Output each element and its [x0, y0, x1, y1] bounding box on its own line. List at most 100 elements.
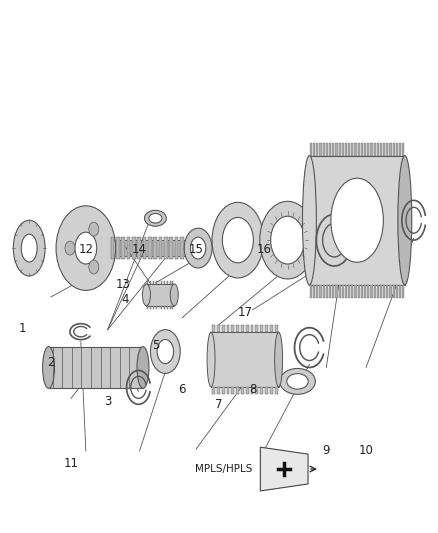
Bar	[377, 143, 379, 156]
Ellipse shape	[212, 203, 264, 278]
Text: 11: 11	[64, 457, 78, 471]
Bar	[354, 143, 357, 156]
Bar	[329, 143, 331, 156]
Ellipse shape	[287, 374, 308, 389]
Ellipse shape	[75, 232, 97, 264]
Bar	[332, 143, 334, 156]
Ellipse shape	[303, 156, 316, 285]
Bar	[275, 325, 278, 332]
Bar	[310, 285, 312, 298]
Bar	[310, 143, 312, 156]
Bar	[329, 285, 331, 298]
Text: 7: 7	[215, 398, 223, 411]
Bar	[217, 325, 220, 332]
Bar	[127, 237, 131, 259]
Ellipse shape	[184, 228, 212, 268]
Bar	[116, 237, 120, 259]
Bar	[332, 285, 334, 298]
Bar	[265, 325, 268, 332]
Bar	[226, 325, 230, 332]
Bar	[121, 237, 125, 259]
Bar	[222, 325, 225, 332]
Bar	[345, 285, 347, 298]
Bar	[241, 325, 244, 332]
Bar	[309, 156, 405, 285]
Text: 2: 2	[47, 356, 55, 369]
Ellipse shape	[42, 346, 55, 389]
Bar	[357, 143, 360, 156]
Ellipse shape	[21, 234, 37, 262]
Bar	[150, 306, 151, 309]
Bar	[246, 325, 249, 332]
Text: 9: 9	[322, 443, 330, 457]
Bar	[367, 285, 369, 298]
Ellipse shape	[150, 330, 180, 374]
Bar	[180, 237, 184, 259]
Bar	[316, 285, 318, 298]
Bar	[150, 281, 151, 284]
Text: 8: 8	[249, 383, 257, 396]
Text: 3: 3	[104, 395, 111, 408]
Bar	[153, 281, 154, 284]
Bar	[111, 237, 114, 259]
Bar	[167, 281, 168, 284]
Text: MPLS/HPLS: MPLS/HPLS	[195, 464, 252, 474]
Polygon shape	[260, 447, 308, 491]
Ellipse shape	[271, 216, 304, 264]
Ellipse shape	[275, 332, 283, 387]
Bar	[348, 285, 350, 298]
Bar	[342, 285, 344, 298]
Ellipse shape	[145, 211, 166, 226]
Bar	[361, 143, 363, 156]
Bar	[389, 285, 392, 298]
Bar	[326, 285, 328, 298]
Bar	[161, 306, 162, 309]
Text: 6: 6	[178, 383, 186, 396]
Bar	[364, 285, 366, 298]
Bar	[351, 285, 353, 298]
Bar	[339, 143, 341, 156]
Bar	[396, 143, 398, 156]
Bar	[383, 285, 385, 298]
Bar	[399, 285, 401, 298]
Text: 4: 4	[122, 293, 129, 306]
Bar	[361, 285, 363, 298]
Bar	[153, 237, 157, 259]
Bar	[319, 143, 321, 156]
Bar	[380, 143, 382, 156]
Bar	[251, 325, 254, 332]
Bar	[169, 237, 173, 259]
Bar	[386, 143, 389, 156]
Ellipse shape	[89, 260, 99, 274]
Bar	[339, 285, 341, 298]
Bar	[212, 325, 215, 332]
Bar	[156, 281, 157, 284]
Bar	[212, 387, 215, 394]
Bar	[167, 306, 168, 309]
Bar	[226, 387, 230, 394]
Bar	[402, 285, 404, 298]
Bar	[260, 325, 263, 332]
Ellipse shape	[260, 201, 315, 279]
Bar	[255, 387, 258, 394]
Ellipse shape	[398, 156, 412, 285]
Bar	[336, 285, 338, 298]
Bar	[348, 143, 350, 156]
Ellipse shape	[170, 284, 178, 306]
Ellipse shape	[137, 346, 149, 389]
Bar	[236, 325, 239, 332]
Ellipse shape	[142, 284, 150, 306]
Text: 13: 13	[115, 278, 130, 292]
Ellipse shape	[279, 368, 315, 394]
Bar	[132, 237, 136, 259]
Bar	[392, 143, 395, 156]
Bar	[275, 387, 278, 394]
Bar	[270, 387, 273, 394]
Bar	[175, 237, 178, 259]
Bar	[146, 284, 174, 306]
Text: 10: 10	[359, 443, 374, 457]
Bar	[354, 285, 357, 298]
Bar	[159, 237, 162, 259]
Bar	[392, 285, 395, 298]
Bar	[313, 143, 315, 156]
